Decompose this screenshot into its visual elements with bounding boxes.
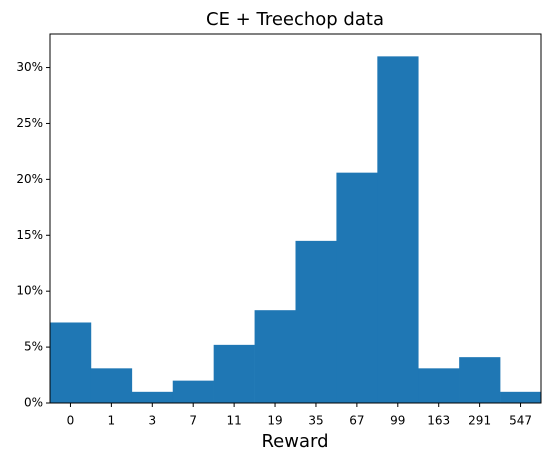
- x-tick-label: 67: [349, 414, 364, 428]
- x-tick-label: 11: [226, 414, 241, 428]
- bar: [131, 391, 174, 403]
- chart-title: CE + Treechop data: [206, 9, 384, 30]
- y-tick-label: 10%: [16, 284, 43, 298]
- x-tick-label: 3: [148, 414, 156, 428]
- plot-frame: [49, 33, 542, 404]
- y-tick-label: 25%: [16, 116, 43, 130]
- x-tick-label: 19: [267, 414, 282, 428]
- bar: [90, 368, 133, 403]
- y-tick-label: 20%: [16, 172, 43, 186]
- x-tick-label: 7: [189, 414, 197, 428]
- bar: [418, 368, 460, 403]
- x-tick-label: 1: [108, 414, 116, 428]
- x-tick-label: 0: [67, 414, 75, 428]
- bar: [377, 56, 419, 403]
- y-tick-label: 15%: [16, 228, 43, 242]
- x-tick-label: 99: [390, 414, 405, 428]
- x-tick-label: 547: [509, 414, 532, 428]
- bar: [295, 240, 337, 403]
- y-tick-label: 30%: [16, 60, 43, 74]
- y-tick-label: 0%: [24, 396, 43, 410]
- x-tick-label: 35: [308, 414, 323, 428]
- bar: [254, 310, 296, 403]
- bar: [172, 380, 214, 403]
- bar: [459, 357, 501, 403]
- x-tick-label: 291: [468, 414, 491, 428]
- bar: [213, 344, 255, 403]
- x-axis-label: Reward: [261, 431, 328, 452]
- bar: [336, 172, 378, 403]
- bar: [50, 322, 92, 403]
- x-tick-label: 163: [427, 414, 450, 428]
- y-tick-label: 5%: [24, 340, 43, 354]
- bar: [500, 391, 542, 403]
